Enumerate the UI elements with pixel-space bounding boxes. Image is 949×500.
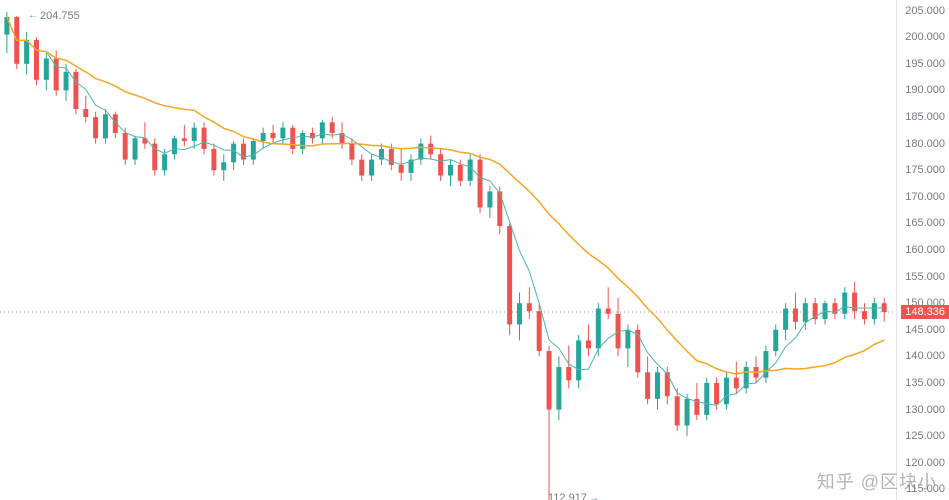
- low-price-label: 112.917 →: [548, 492, 599, 500]
- y-tick-label: 175.000: [905, 164, 945, 176]
- y-tick-label: 160.000: [905, 244, 945, 256]
- y-tick-label: 115.000: [906, 483, 945, 495]
- y-axis: 205.000 200.000 195.000 190.000 185.000 180.0…: [896, 0, 949, 500]
- y-tick-label: 180.000: [905, 138, 945, 150]
- candlestick-chart[interactable]: 205.000 200.000 195.000 190.000 185.000 180.0…: [0, 0, 949, 500]
- y-tick-label: 195.000: [905, 58, 945, 70]
- arrow-left-icon: ←: [28, 10, 38, 21]
- y-tick-label: 135.000: [905, 377, 945, 389]
- current-price-value: 148.336: [905, 306, 945, 318]
- high-price-label: ← 204.755: [28, 10, 80, 22]
- y-tick-label: 130.000: [905, 404, 945, 416]
- y-tick-label: 185.000: [905, 111, 945, 123]
- y-tick-label: 200.000: [905, 31, 945, 43]
- y-tick-label: 120.000: [905, 457, 945, 469]
- low-price-value: 112.917: [548, 492, 587, 500]
- arrow-right-icon: →: [589, 493, 599, 500]
- high-price-value: 204.755: [40, 10, 80, 22]
- y-tick-label: 140.000: [905, 350, 945, 362]
- y-tick-label: 165.000: [905, 217, 945, 229]
- chart-plot-area[interactable]: [0, 0, 897, 500]
- y-tick-label: 145.000: [905, 324, 945, 336]
- y-tick-label: 170.000: [905, 191, 945, 203]
- y-tick-label: 125.000: [905, 430, 945, 442]
- y-tick-label: 155.000: [905, 271, 945, 283]
- y-tick-label: 190.000: [905, 84, 945, 96]
- current-price-tag: 148.336: [901, 305, 949, 319]
- y-tick-label: 205.000: [905, 5, 945, 17]
